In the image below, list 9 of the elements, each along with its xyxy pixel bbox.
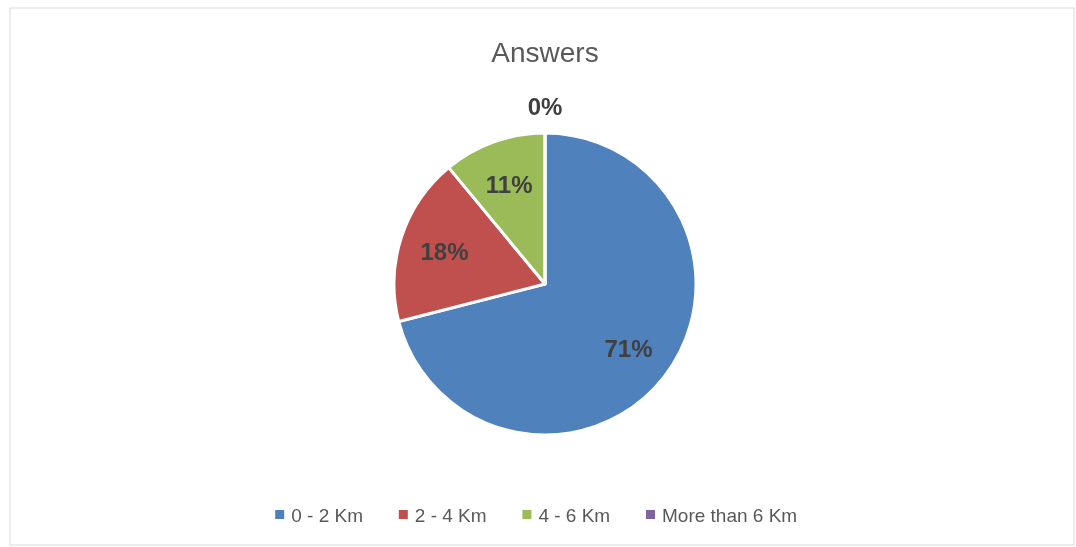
legend-label: More than 6 Km: [662, 504, 798, 526]
chart-title: Answers: [491, 37, 599, 68]
legend-label: 4 - 6 Km: [538, 504, 611, 526]
legend-label: 2 - 4 Km: [414, 504, 487, 526]
data-label: 11%: [485, 170, 533, 198]
data-label: 71%: [604, 335, 653, 363]
legend-label: 0 - 2 Km: [291, 504, 364, 526]
text: 0%: [527, 93, 563, 121]
data-label: 18%: [420, 237, 469, 265]
